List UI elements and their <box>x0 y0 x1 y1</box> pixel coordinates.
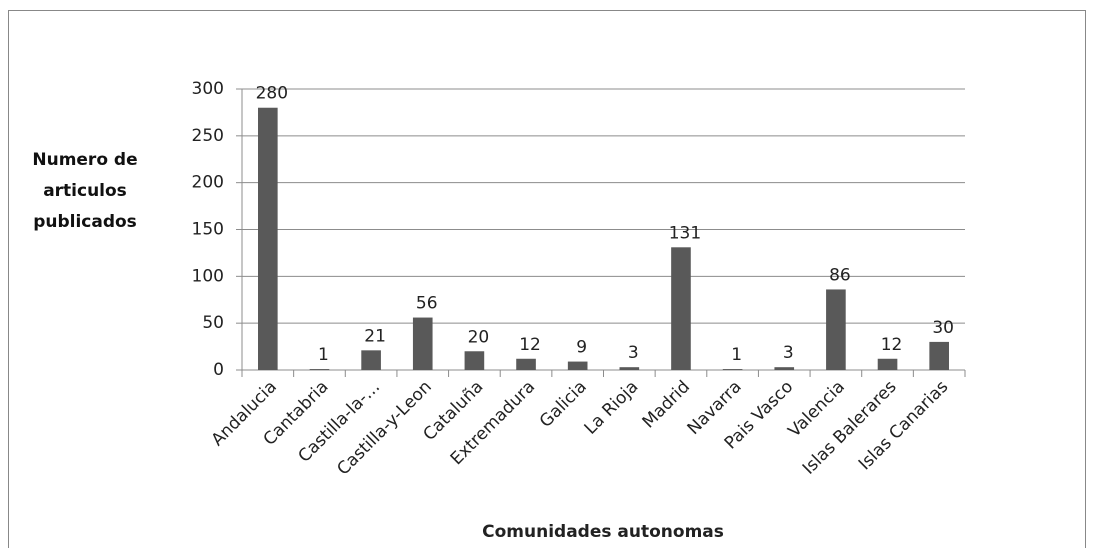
data-label: 30 <box>932 318 954 338</box>
data-label: 20 <box>468 327 490 347</box>
bar <box>826 289 846 370</box>
data-label: 280 <box>256 84 288 104</box>
x-tick-label: Islas Balerares <box>799 377 901 479</box>
x-tick-label: Castilla-y-Leon <box>333 377 435 479</box>
x-tick-label: Islas Canarias <box>855 377 952 474</box>
data-label: 21 <box>364 326 386 346</box>
data-label: 12 <box>519 335 541 355</box>
data-label: 131 <box>669 223 701 243</box>
data-label: 3 <box>628 343 639 363</box>
bar <box>412 317 433 370</box>
x-tick-label: La Rioja <box>581 377 643 439</box>
bar <box>309 369 330 370</box>
y-axis-label: Numero de articulos publicados <box>32 150 138 232</box>
bar <box>929 341 949 370</box>
data-label: 1 <box>318 345 329 365</box>
y-tick-label: 250 <box>192 126 224 146</box>
y-tick-label: 200 <box>192 173 224 193</box>
bar <box>464 351 485 370</box>
bar <box>877 358 898 370</box>
y-tick-label: 300 <box>192 79 224 99</box>
bar <box>722 369 743 370</box>
y-tick-label: 0 <box>213 360 224 380</box>
y-tick-label: 100 <box>192 266 224 286</box>
data-label: 12 <box>881 335 903 355</box>
data-label: 1 <box>731 345 742 365</box>
data-label: 56 <box>416 294 438 314</box>
bar <box>619 367 640 370</box>
y-tick-label: 150 <box>192 220 224 240</box>
data-label: 86 <box>829 265 851 285</box>
y-tick-label: 50 <box>202 313 224 333</box>
data-label: 9 <box>576 338 587 358</box>
x-axis-label: Comunidades autonomas <box>482 522 724 542</box>
bar <box>361 350 381 370</box>
bar <box>516 358 536 370</box>
bar <box>567 361 588 370</box>
chart-border <box>8 10 1086 548</box>
bar <box>671 247 691 370</box>
bar <box>774 367 795 370</box>
data-label: 3 <box>783 343 794 363</box>
bar <box>258 107 278 370</box>
